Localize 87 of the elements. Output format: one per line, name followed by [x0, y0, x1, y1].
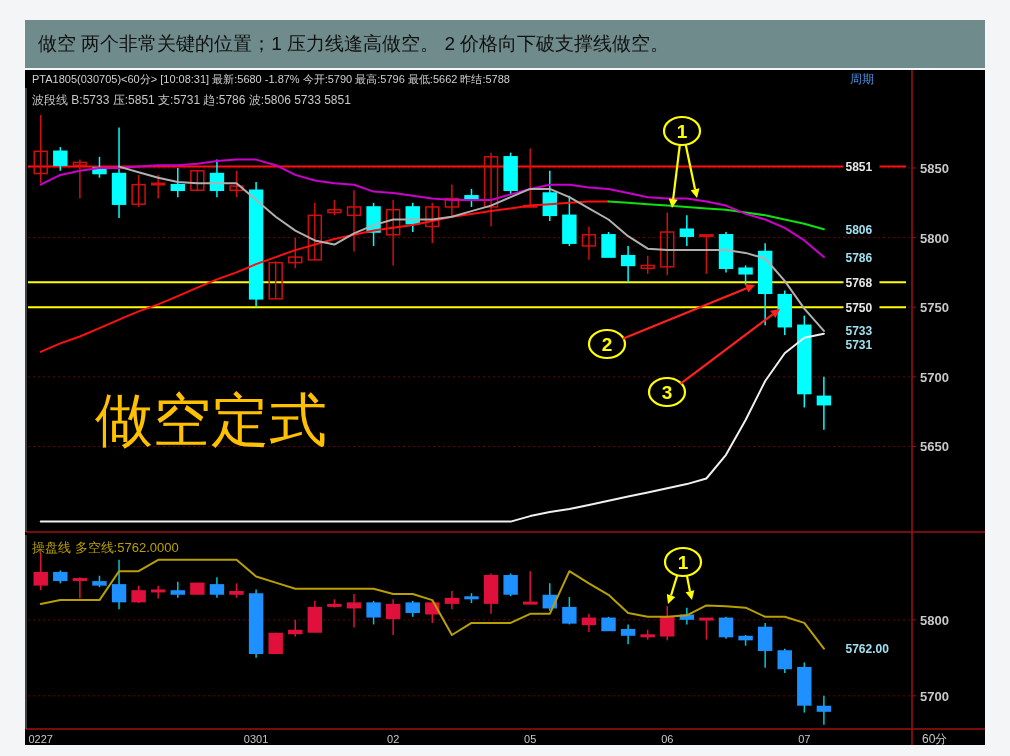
candlestick — [640, 254, 655, 275]
candlestick — [699, 617, 714, 641]
candlestick — [346, 593, 362, 629]
candlestick — [268, 260, 283, 300]
candlestick — [209, 576, 225, 599]
candlestick — [620, 245, 636, 283]
annotation: 操盘线 多空线:5762.0000 — [32, 540, 179, 555]
candlestick — [385, 598, 401, 636]
x-tick-label: 07 — [798, 733, 811, 745]
candlestick — [601, 231, 616, 258]
candlestick — [464, 188, 479, 208]
annotation: 1 — [676, 121, 688, 142]
candlestick — [190, 170, 205, 191]
candlestick — [53, 146, 68, 172]
candlestick — [150, 584, 166, 600]
ref-line-label: 5750 — [845, 300, 873, 315]
text: 周期 — [850, 72, 874, 86]
candlestick — [483, 151, 499, 228]
chart-subtitle: PTA1805(030705)<60分> [10:08:31] 最新:5680 -1.87% 今开:5790 最高:5796 最低:5662 昨结:5788 — [32, 73, 510, 85]
ref-line-label: 5851 — [845, 160, 873, 175]
candlestick — [425, 202, 440, 244]
annotation: 1 — [677, 552, 689, 573]
candlestick — [288, 236, 303, 269]
line-series — [607, 200, 825, 231]
candlestick — [620, 623, 636, 645]
candlestick — [170, 581, 185, 599]
data-label: 5806 — [845, 222, 873, 237]
candlestick — [816, 376, 832, 431]
x-tick-label: 05 — [524, 733, 537, 745]
candlestick — [229, 170, 244, 198]
data-label: 5733 — [845, 324, 873, 339]
y-tick-label: 5700 — [920, 369, 949, 385]
chart-title: 做空 两个非常关键的位置；1 压力线逢高做空。 2 价格向下破支撑线做空。 — [38, 33, 670, 54]
line-series — [39, 158, 825, 259]
candlestick — [699, 234, 714, 275]
data-label: 5731 — [845, 338, 873, 353]
annotation: 2 — [601, 334, 613, 355]
candlestick — [679, 214, 695, 247]
candlestick — [72, 576, 88, 600]
candlestick — [523, 147, 538, 208]
candlestick — [150, 174, 166, 200]
candlestick — [542, 170, 557, 222]
annotation: 做空定式 — [95, 387, 327, 452]
candlestick — [33, 114, 48, 185]
candlestick — [444, 183, 460, 219]
candlestick — [738, 264, 753, 286]
y-tick-label: 5750 — [920, 300, 949, 316]
line-series — [118, 165, 825, 332]
candlestick — [444, 590, 460, 610]
x-tick-label: 06 — [661, 733, 674, 745]
candlestick — [757, 622, 773, 669]
line-series — [39, 200, 610, 353]
data-label: 5762.00 — [845, 642, 890, 657]
y-tick-label: 5800 — [920, 230, 949, 246]
candlestick — [170, 167, 185, 198]
y-tick-label: 5700 — [920, 688, 949, 704]
candlestick — [131, 174, 146, 208]
candlestick — [346, 189, 362, 253]
y-tick-label: 5850 — [920, 160, 949, 176]
line-series — [39, 558, 825, 650]
candlestick — [33, 552, 48, 591]
candlestick — [660, 605, 675, 642]
candlestick — [816, 695, 832, 726]
line-series — [39, 332, 825, 523]
candlestick — [366, 600, 381, 626]
candlestick — [562, 596, 577, 626]
candlestick — [307, 202, 323, 261]
x-axis-title: 60分 — [922, 732, 948, 746]
candlestick — [523, 570, 538, 605]
candlestick — [581, 613, 597, 633]
x-tick-label: 0227 — [28, 733, 53, 745]
annotation: 3 — [661, 382, 673, 403]
candlestick — [503, 572, 518, 598]
candlestick — [581, 225, 597, 261]
candlestick — [660, 211, 675, 276]
candlestick — [718, 616, 734, 640]
y-tick-label: 5650 — [920, 439, 949, 455]
candlestick — [111, 559, 127, 610]
x-tick-label: 02 — [387, 733, 400, 745]
candlestick — [777, 647, 792, 674]
x-tick-label: 0301 — [243, 733, 269, 745]
data-label: 5786 — [845, 250, 873, 265]
y-tick-label: 5800 — [920, 612, 949, 628]
candlestick — [72, 158, 88, 200]
ref-line-label: 5768 — [845, 275, 873, 290]
annotation: 波段线 B:5733 压:5851 支:5731 趋:5786 波:5806 5733 5851 — [32, 93, 352, 107]
candlestick — [385, 199, 401, 267]
